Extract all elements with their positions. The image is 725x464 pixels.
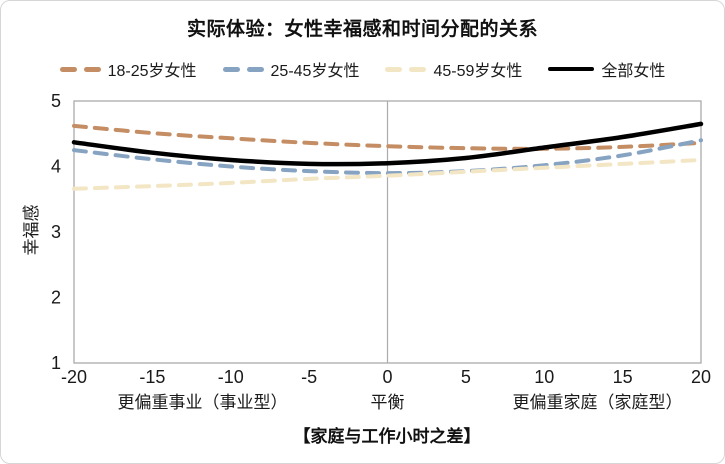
x-tick-label: 20 xyxy=(691,367,711,387)
x-tick-label: -10 xyxy=(218,367,244,387)
x-tick-label: 0 xyxy=(382,367,392,387)
x-zone-label: 更偏重事业（事业型） xyxy=(118,393,288,412)
series-curve-2 xyxy=(72,158,703,191)
x-zone-label: 平衡 xyxy=(371,393,405,412)
y-tick-label: 1 xyxy=(51,353,61,373)
legend-item-3: 全部女性 xyxy=(548,57,665,81)
x-tick-label: -5 xyxy=(301,367,317,387)
legend-label: 25-45岁女性 xyxy=(270,63,360,80)
legend-item-0: 18-25岁女性 xyxy=(59,57,197,81)
x-tick-label: 10 xyxy=(534,367,554,387)
series-curve-3 xyxy=(71,121,704,167)
legend-dashed-marker-icon xyxy=(385,66,427,72)
legend-item-1: 25-45岁女性 xyxy=(222,57,360,81)
legend-dash xyxy=(246,66,264,72)
legend-dash xyxy=(409,66,427,72)
y-tick-label: 5 xyxy=(51,91,61,111)
legend-dash xyxy=(83,66,101,72)
x-tick-label: -15 xyxy=(139,367,165,387)
x-tick-label: -20 xyxy=(61,367,87,387)
series-curve-1 xyxy=(72,138,703,176)
legend-dash xyxy=(385,66,403,72)
y-axis-label: 幸福感 xyxy=(22,204,41,256)
legend-label: 45-59岁女性 xyxy=(433,63,523,80)
legend-label: 18-25岁女性 xyxy=(107,63,197,80)
y-tick-label: 3 xyxy=(51,222,61,242)
chart-title: 实际体验：女性幸福感和时间分配的关系 xyxy=(186,19,538,40)
x-axis-label: 【家庭与工作小时之差】 xyxy=(293,427,481,446)
legend-dashed-marker-icon xyxy=(59,66,101,72)
y-tick-label: 4 xyxy=(51,157,61,177)
legend-dash xyxy=(222,66,240,72)
legend-dashed-marker-icon xyxy=(222,66,264,72)
x-tick-label: 15 xyxy=(613,367,633,387)
x-tick-label: 5 xyxy=(461,367,471,387)
legend-label: 全部女性 xyxy=(601,63,666,80)
x-zone-label: 更偏重家庭（家庭型） xyxy=(513,393,683,412)
y-tick-label: 2 xyxy=(51,288,61,308)
series-curve-0 xyxy=(72,123,703,151)
legend-item-2: 45-59岁女性 xyxy=(385,57,522,81)
legend-solid-marker-icon xyxy=(548,67,595,71)
legend-dash xyxy=(59,66,77,72)
chart-legend: 18-25岁女性 25-45岁女性 45-59岁女性 全部女性 xyxy=(1,57,724,81)
